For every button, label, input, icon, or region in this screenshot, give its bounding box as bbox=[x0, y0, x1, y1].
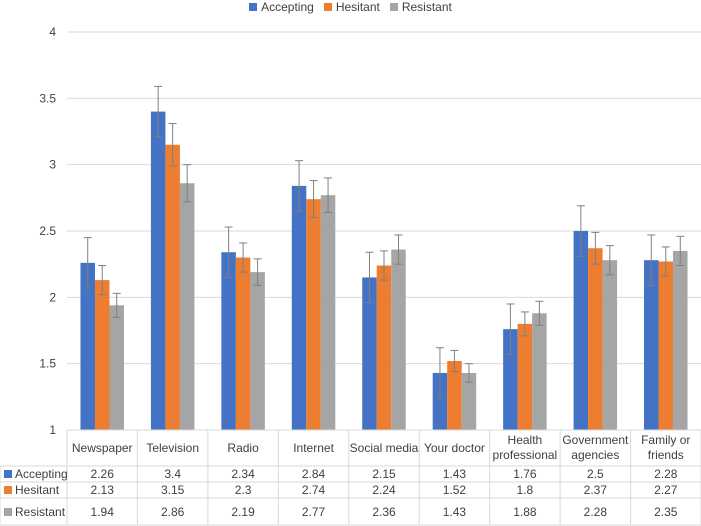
bar-resistant bbox=[109, 305, 124, 430]
table-value: 2.84 bbox=[302, 467, 326, 481]
table-legend-key bbox=[4, 486, 12, 494]
bar-hesitant bbox=[517, 323, 533, 430]
table-value: 2.34 bbox=[231, 467, 255, 481]
y-tick-label: 4 bbox=[49, 25, 56, 39]
table-value: 2.35 bbox=[654, 505, 678, 519]
table-value: 2.24 bbox=[372, 483, 396, 497]
table-value: 2.28 bbox=[654, 467, 678, 481]
x-category-label: agencies bbox=[571, 448, 619, 462]
x-category-label: Your doctor bbox=[424, 441, 485, 455]
table-series-label: Resistant bbox=[15, 505, 66, 519]
bar-accepting bbox=[150, 111, 166, 430]
legend-label: Hesitant bbox=[335, 0, 380, 14]
table-value: 2.37 bbox=[584, 483, 608, 497]
y-tick-label: 2.5 bbox=[39, 224, 56, 238]
table-value: 2.19 bbox=[231, 505, 255, 519]
bar-resistant bbox=[179, 183, 195, 430]
table-series-label: Hesitant bbox=[15, 483, 60, 497]
table-value: 2.3 bbox=[235, 483, 252, 497]
y-tick-label: 3.5 bbox=[39, 91, 56, 105]
table-value: 3.4 bbox=[164, 467, 181, 481]
bar-accepting bbox=[432, 372, 448, 430]
table-value: 2.28 bbox=[584, 505, 608, 519]
x-category-label: Television bbox=[146, 441, 199, 455]
bar-hesitant bbox=[306, 199, 321, 430]
x-category-label: Newspaper bbox=[72, 441, 133, 455]
bar-resistant bbox=[532, 313, 547, 430]
bar-resistant bbox=[250, 272, 265, 430]
table-value: 1.88 bbox=[513, 505, 537, 519]
bar-resistant bbox=[391, 249, 406, 430]
bar-accepting bbox=[573, 231, 589, 430]
bar-resistant bbox=[320, 195, 336, 430]
x-category-label: Family or bbox=[641, 433, 690, 447]
table-value: 2.77 bbox=[302, 505, 326, 519]
bar-accepting bbox=[644, 260, 659, 430]
bar-hesitant bbox=[94, 280, 110, 430]
bar-accepting bbox=[221, 252, 236, 430]
bar-resistant bbox=[602, 260, 618, 430]
legend-swatch bbox=[323, 3, 332, 11]
legend-item-hesitant: Hesitant bbox=[323, 0, 380, 14]
x-category-label: friends bbox=[648, 448, 684, 462]
x-category-label: professional bbox=[493, 448, 558, 462]
table-value: 1.76 bbox=[513, 467, 537, 481]
table-value: 1.43 bbox=[443, 505, 467, 519]
legend-label: Resistant bbox=[401, 0, 452, 14]
x-category-label: Internet bbox=[293, 441, 334, 455]
bar-accepting bbox=[291, 185, 307, 430]
table-value: 1.94 bbox=[91, 505, 115, 519]
legend-swatch bbox=[389, 3, 398, 11]
table-value: 2.13 bbox=[91, 483, 115, 497]
bar-hesitant bbox=[376, 265, 392, 430]
legend-item-resistant: Resistant bbox=[389, 0, 452, 14]
table-value: 2.5 bbox=[587, 467, 604, 481]
table-value: 1.52 bbox=[443, 483, 467, 497]
table-value: 2.86 bbox=[161, 505, 185, 519]
x-category-label: Health bbox=[508, 433, 543, 447]
y-tick-label: 2 bbox=[49, 290, 56, 304]
bar-hesitant bbox=[165, 144, 180, 430]
table-value: 3.15 bbox=[161, 483, 185, 497]
table-value: 2.27 bbox=[654, 483, 678, 497]
bar-hesitant bbox=[658, 261, 674, 430]
chart-legend: Accepting Hesitant Resistant bbox=[0, 0, 701, 14]
x-category-label: Radio bbox=[227, 441, 259, 455]
table-value: 1.8 bbox=[517, 483, 534, 497]
y-tick-label: 3 bbox=[49, 158, 56, 172]
table-legend-key bbox=[4, 508, 12, 516]
table-value: 1.43 bbox=[443, 467, 467, 481]
table-value: 2.26 bbox=[91, 467, 115, 481]
table-series-label: Accepting bbox=[15, 467, 68, 481]
x-category-label: Social media bbox=[350, 441, 419, 455]
bar-accepting bbox=[80, 262, 95, 430]
table-value: 2.15 bbox=[372, 467, 396, 481]
table-value: 2.36 bbox=[372, 505, 396, 519]
legend-item-accepting: Accepting bbox=[249, 0, 314, 14]
y-tick-label: 1.5 bbox=[39, 357, 56, 371]
y-tick-label: 1 bbox=[49, 423, 56, 437]
bar-resistant bbox=[461, 372, 477, 430]
table-value: 2.74 bbox=[302, 483, 326, 497]
bar-hesitant bbox=[235, 257, 251, 430]
legend-swatch bbox=[249, 3, 258, 11]
x-category-label: Government bbox=[562, 433, 629, 447]
bar-hesitant bbox=[447, 361, 462, 430]
bar-accepting bbox=[362, 277, 377, 430]
bar-hesitant bbox=[588, 248, 603, 430]
table-legend-key bbox=[4, 470, 12, 478]
bar-resistant bbox=[673, 250, 688, 430]
legend-label: Accepting bbox=[261, 0, 314, 14]
